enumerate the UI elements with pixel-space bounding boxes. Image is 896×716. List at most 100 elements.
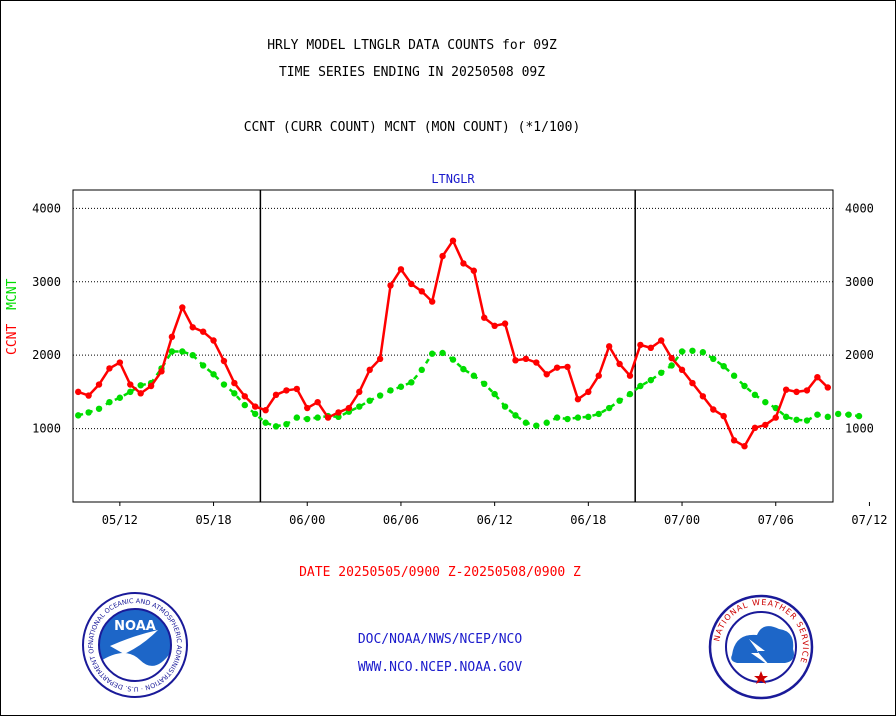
point-ccnt-26 [345,404,353,412]
point-ccnt-50 [595,372,602,379]
org-path-text: DOC/NOAA/NWS/NCEP/NCO [357,632,523,647]
y-tick-labels: 1000 1000 2000 2000 3000 3000 4000 4000 [32,201,874,435]
point-mcnt-12 [199,362,207,369]
point-ccnt-47 [564,363,571,371]
nws-logo: NATIONAL WEATHER SERVICE [708,594,814,700]
point-mcnt-14 [220,381,228,388]
star-icon [754,671,768,684]
point-mcnt-29 [376,392,384,399]
point-ccnt-2 [95,381,103,388]
website-link[interactable]: WWW.NCO.NCEP.NOAA.GOV [357,660,523,675]
point-mcnt-13 [210,371,217,378]
point-ccnt-8 [158,368,165,375]
point-ccnt-11 [189,324,196,331]
y-tick-right-1000: 1000 [845,422,874,436]
point-mcnt-23 [314,414,321,421]
point-mcnt-56 [658,369,665,376]
point-mcnt-35 [439,349,446,357]
point-mcnt-64 [741,382,748,390]
x-tick-labels: 05/12 05/18 06/00 06/06 06/12 06/18 07/00 07/06… [102,502,888,527]
point-ccnt-31 [397,266,405,273]
x-tick-label-07_06: 07/06 [758,513,794,527]
point-mcnt-25 [335,413,342,421]
date-range-label: DATE 20250505/0900 Z-20250508/0900 Z [299,565,581,580]
point-ccnt-4 [116,359,124,366]
point-mcnt-18 [262,419,269,426]
point-mcnt-55 [647,376,655,384]
point-ccnt-43 [522,355,530,363]
point-mcnt-49 [585,413,592,421]
point-mcnt-21 [293,414,301,421]
point-ccnt-59 [689,379,696,387]
point-mcnt-62 [720,362,727,370]
point-ccnt-15 [231,379,238,387]
point-ccnt-12 [199,328,207,335]
x-tick-label-06_06: 06/06 [383,513,419,527]
point-ccnt-19 [272,391,280,399]
point-mcnt-42 [512,412,519,419]
series-line-ccnt [77,238,829,448]
chart-title-line3: CCNT (CURR COUNT) MCNT (MON COUNT) (*1/1… [243,120,581,135]
point-mcnt-53 [626,390,634,398]
point-ccnt-27 [356,388,363,396]
chart-title-line2: TIME SERIES ENDING IN 20250508 09Z [278,65,546,80]
point-mcnt-0 [75,412,82,419]
point-mcnt-20 [283,420,290,428]
point-mcnt-72 [824,413,831,421]
point-ccnt-33 [418,288,425,295]
point-ccnt-66 [762,421,769,429]
point-ccnt-28 [366,366,373,374]
point-ccnt-16 [241,393,248,400]
series-line-mcnt [77,349,860,428]
point-ccnt-24 [324,414,332,421]
y-tick-left-4000: 4000 [32,201,61,215]
point-mcnt-31 [397,383,405,390]
noaa-logo-text: NOAA [114,619,156,634]
point-ccnt-20 [283,387,290,394]
point-mcnt-51 [605,404,613,412]
point-mcnt-37 [460,365,467,373]
point-ccnt-51 [605,343,613,350]
point-ccnt-34 [428,298,436,305]
point-ccnt-23 [314,398,321,406]
point-mcnt-73 [835,410,842,418]
point-mcnt-16 [241,401,248,409]
point-ccnt-70 [803,387,811,394]
point-ccnt-55 [647,344,655,352]
series-layer [75,237,863,450]
point-ccnt-39 [481,314,488,321]
point-mcnt-33 [418,366,425,374]
point-ccnt-21 [293,385,301,393]
point-ccnt-69 [793,388,800,396]
x-tick-label-07_00: 07/00 [664,513,700,527]
chart-subtitle-ltnglr: LTNGLR [431,172,475,186]
point-mcnt-60 [699,349,707,356]
point-ccnt-61 [710,406,717,413]
point-mcnt-6 [137,382,144,389]
y-tick-right-3000: 3000 [845,275,874,289]
point-ccnt-41 [501,320,509,327]
y-tick-left-1000: 1000 [32,422,61,436]
point-ccnt-35 [439,252,446,260]
point-mcnt-70 [803,417,811,424]
point-ccnt-63 [730,437,738,444]
y-axis-label-ccnt: CCNT [5,323,20,355]
plot-frame [72,189,834,503]
point-ccnt-60 [699,393,707,400]
point-ccnt-29 [376,355,384,363]
point-mcnt-2 [95,405,103,412]
x-tick-label-07_12: 07/12 [851,513,887,527]
point-ccnt-40 [491,322,498,330]
point-mcnt-69 [793,416,800,423]
point-mcnt-63 [730,372,738,379]
point-mcnt-15 [231,390,238,397]
point-ccnt-36 [449,237,457,244]
point-ccnt-44 [533,359,540,366]
point-ccnt-22 [304,404,311,412]
point-ccnt-42 [512,357,519,364]
point-ccnt-0 [75,388,82,396]
point-ccnt-14 [220,357,228,365]
point-mcnt-4 [116,394,124,401]
point-mcnt-41 [501,403,509,410]
